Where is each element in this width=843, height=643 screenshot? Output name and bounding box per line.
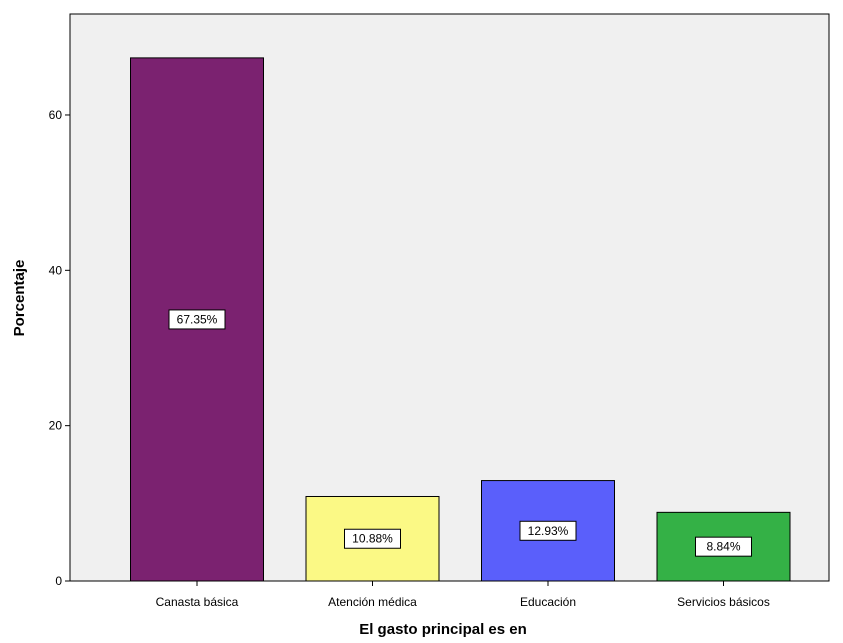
data-label: 12.93% xyxy=(528,524,569,538)
data-labels-group: 67.35% 10.88% 12.93% 8.84% xyxy=(168,309,752,557)
x-tick-label: Educación xyxy=(520,595,576,609)
data-label-box xyxy=(344,528,401,549)
y-tick-label: 0 xyxy=(55,574,62,588)
data-label-box xyxy=(695,536,752,557)
x-axis: Canasta básica Atención médica Educación Se… xyxy=(156,581,770,609)
y-axis: 0 20 40 60 xyxy=(49,108,70,588)
y-tick-label: 40 xyxy=(49,263,63,277)
y-tick-label: 60 xyxy=(49,108,63,122)
data-label: 8.84% xyxy=(706,540,740,554)
data-label-box xyxy=(519,520,577,541)
data-label: 67.35% xyxy=(177,312,218,326)
x-tick-label: Canasta básica xyxy=(156,595,239,609)
data-label-box xyxy=(168,309,226,330)
x-tick-label: Atención médica xyxy=(328,595,417,609)
x-axis-title: El gasto principal es en xyxy=(359,621,527,638)
data-label: 10.88% xyxy=(352,532,393,546)
y-tick-label: 20 xyxy=(49,419,63,433)
y-axis-title: Porcentaje xyxy=(11,260,28,337)
x-tick-label: Servicios básicos xyxy=(677,595,770,609)
